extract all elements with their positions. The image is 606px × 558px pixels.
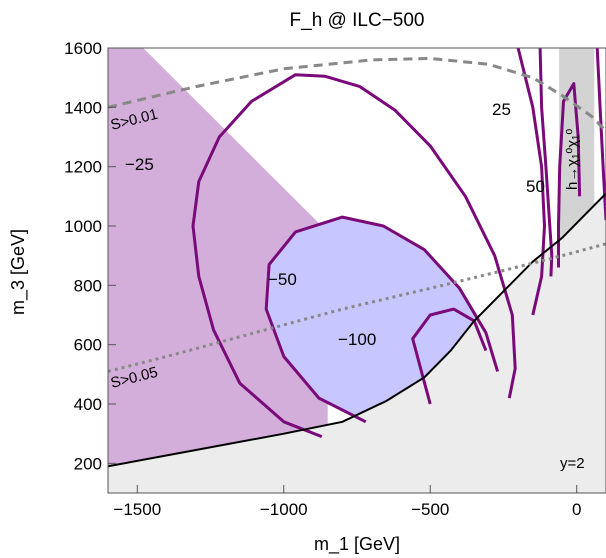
y-tick-label: 1600 [64, 39, 102, 58]
contour-line [264, 215, 500, 424]
chart-title: F_h @ ILC−500 [290, 10, 425, 31]
parameter-label: y=2 [560, 455, 585, 472]
y-tick-label: 1400 [64, 98, 102, 117]
decay-label: h→χ₁⁰χ₁⁰ [564, 129, 581, 190]
y-tick-label: 200 [74, 454, 102, 473]
x-ticks: −1500 −1000 −500 0 [113, 485, 581, 519]
contour-label-minus-50: −50 [268, 270, 297, 289]
s001-line [108, 56, 606, 133]
x-tick-label: −1000 [260, 500, 308, 519]
y-tick-label: 1200 [64, 158, 102, 177]
x-tick-label: −500 [411, 500, 449, 519]
y-tick-label: 800 [74, 276, 102, 295]
contour-line [516, 48, 546, 316]
y-axis-label: m_3 [GeV] [8, 229, 29, 315]
s-lines [108, 56, 606, 373]
contour-line [595, 48, 606, 221]
y-tick-label: 600 [74, 336, 102, 355]
y-tick-label: 400 [74, 395, 102, 414]
plot-frame [107, 47, 606, 494]
x-tick-label: 0 [572, 500, 581, 519]
contour-line [557, 82, 582, 268]
s005-line [108, 242, 606, 373]
contour-label-minus-25: −25 [125, 155, 154, 174]
contour-label-25: 25 [492, 100, 511, 119]
x-axis-label: m_1 [GeV] [314, 534, 400, 555]
y-tick-label: 1000 [64, 217, 102, 236]
contour-label-minus-100: −100 [338, 330, 376, 349]
contour-line [191, 73, 517, 438]
pink-region [108, 48, 328, 467]
y-ticks: 200 400 600 800 1000 1200 1400 1600 [64, 39, 116, 473]
x-tick-label: −1500 [113, 500, 161, 519]
exclusion-curve [108, 192, 606, 468]
plot-area [108, 48, 606, 493]
excluded-region [108, 193, 606, 493]
contour-label-50: 50 [526, 177, 545, 196]
